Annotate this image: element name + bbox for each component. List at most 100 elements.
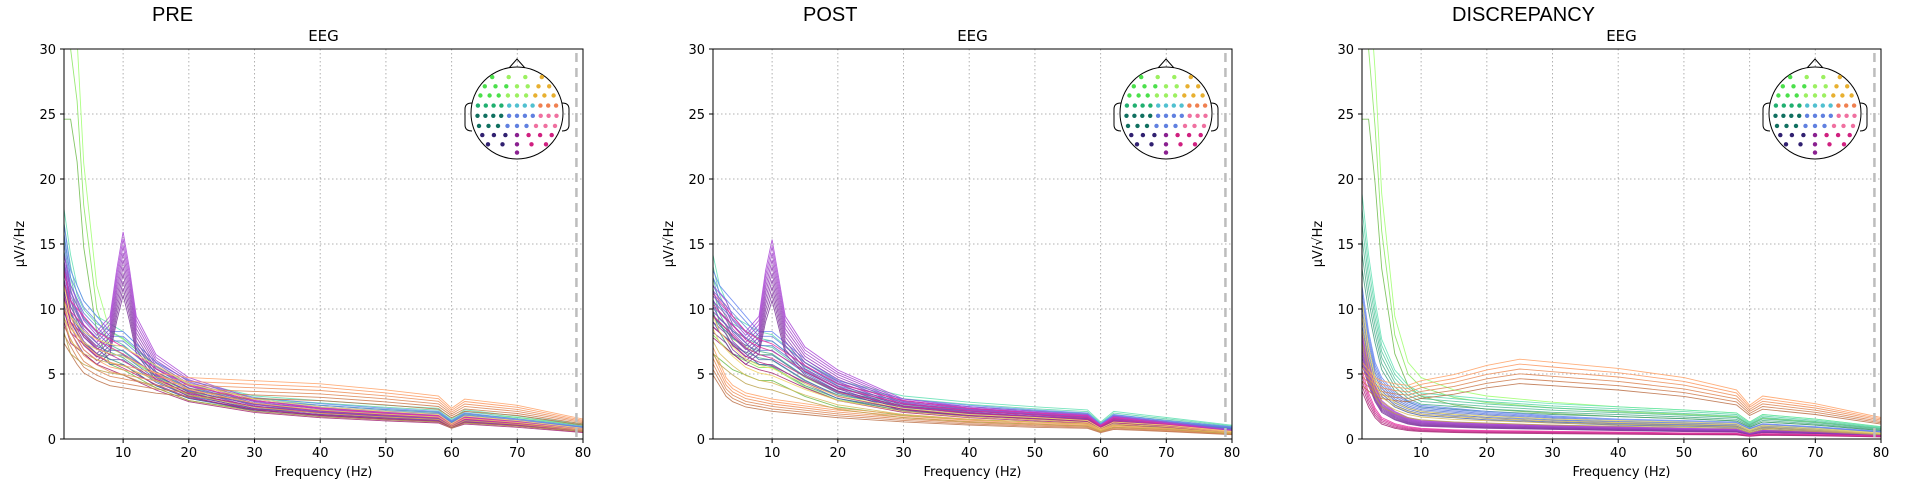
y-tick-label: 0 xyxy=(1346,433,1354,448)
y-axis-label: µV/√Hz xyxy=(1311,221,1326,268)
sensor-dot xyxy=(1171,113,1177,119)
series-line xyxy=(713,353,1232,435)
x-tick-label: 40 xyxy=(1610,446,1627,461)
sensor-dot xyxy=(1182,93,1187,98)
sensor-dot xyxy=(1836,103,1841,108)
sensor-dot xyxy=(533,93,538,98)
sensor-dot xyxy=(1155,113,1161,119)
series-line xyxy=(1362,328,1881,435)
sensor-dot xyxy=(476,123,482,129)
series-line xyxy=(64,332,583,432)
y-tick-label: 20 xyxy=(39,173,56,188)
sensor-dot xyxy=(1145,93,1150,98)
x-tick-label: 50 xyxy=(378,446,395,461)
sensor-dot xyxy=(1203,113,1208,119)
sensor-dot xyxy=(499,113,504,119)
x-tick-label: 20 xyxy=(1479,446,1496,461)
series-line xyxy=(1362,383,1881,425)
sensor-dot xyxy=(1163,103,1169,108)
series-line xyxy=(64,316,583,431)
y-axis-label: µV/√Hz xyxy=(13,221,28,268)
ear-right-icon xyxy=(1859,102,1868,132)
sensor-dot xyxy=(1836,113,1841,119)
sensor-dot xyxy=(514,142,520,147)
sensor-dot xyxy=(1175,132,1180,138)
sensor-dot xyxy=(1148,113,1153,119)
sensor-dot xyxy=(1148,103,1153,108)
sensor-dot xyxy=(1163,84,1169,89)
series-lines xyxy=(64,49,583,434)
sensor-dot xyxy=(1134,142,1140,147)
sensor-dot xyxy=(536,84,541,89)
sensor-dot xyxy=(1198,132,1203,138)
sensor-dot xyxy=(529,142,534,147)
sensor-dot xyxy=(1136,93,1141,98)
sensor-dot xyxy=(1155,74,1160,80)
sensor-dot xyxy=(500,142,505,147)
sensor-dot xyxy=(1140,113,1145,119)
nose-icon xyxy=(508,58,526,69)
sensor-dot xyxy=(1178,142,1183,147)
x-axis-label: Frequency (Hz) xyxy=(1572,465,1670,480)
y-tick-label: 15 xyxy=(39,238,56,253)
sensor-dot xyxy=(1822,123,1827,129)
x-tick-label: 80 xyxy=(1873,446,1890,461)
x-tick-label: 40 xyxy=(961,446,978,461)
series-line xyxy=(713,277,1232,428)
sensor-dot xyxy=(1794,93,1799,98)
y-tick-label: 5 xyxy=(1346,368,1354,383)
ear-right-icon xyxy=(561,102,570,132)
y-axis-label: µV/√Hz xyxy=(662,221,677,268)
sensor-dot xyxy=(546,113,551,119)
sensor-dot xyxy=(1797,103,1802,108)
sensor-dot xyxy=(1163,142,1169,147)
series-line xyxy=(713,316,1232,432)
sensor-dot xyxy=(514,103,520,108)
series-line xyxy=(1362,238,1881,430)
sensor-dot xyxy=(1812,142,1818,147)
sensor-dot xyxy=(1200,93,1205,98)
sensor-dot xyxy=(1144,123,1150,129)
sensor-dot xyxy=(530,113,535,119)
axes-title: EEG xyxy=(308,27,339,45)
sensor-dot xyxy=(1831,123,1837,129)
y-tick-label: 5 xyxy=(697,368,705,383)
x-axis-label: Frequency (Hz) xyxy=(274,465,372,480)
sensor-dot xyxy=(1163,93,1169,98)
sensor-dot xyxy=(1132,113,1137,119)
sensor-dot xyxy=(1803,123,1808,129)
sensor-dot xyxy=(491,113,496,119)
sensor-dot xyxy=(1812,132,1818,138)
sensor-dot xyxy=(1153,84,1158,89)
series-line xyxy=(64,252,583,429)
panel-pre: PRE EEG 10 20 30 40 50 60 70 80 0 5 10 15 20 25 30 Freque… xyxy=(13,4,592,480)
sensor-dot xyxy=(1812,113,1818,119)
sensor-dot xyxy=(514,93,520,98)
sensor-dot xyxy=(538,103,543,108)
series-line xyxy=(64,259,583,431)
sensor-dot xyxy=(1847,132,1852,138)
x-tick-label: 80 xyxy=(575,446,592,461)
sensor-dot xyxy=(547,84,552,89)
sensor-dot xyxy=(539,74,544,80)
sensor-dot xyxy=(1196,84,1201,89)
panel-suptitle: POST xyxy=(803,4,857,26)
sensor-dot xyxy=(1803,93,1809,98)
sensor-dot xyxy=(1139,74,1144,80)
sensor-dot xyxy=(1135,123,1140,129)
sensor-dot xyxy=(1835,132,1841,138)
sensor-dot xyxy=(551,93,556,98)
y-tick-label: 0 xyxy=(48,433,56,448)
x-tick-label: 40 xyxy=(312,446,329,461)
sensor-dot xyxy=(522,113,528,119)
sensor-dot xyxy=(1192,142,1198,147)
sensor-dot xyxy=(483,113,488,119)
series-line xyxy=(1362,223,1881,429)
sensor-dot xyxy=(505,123,510,129)
series-line xyxy=(64,224,583,428)
sensor-dot xyxy=(1188,74,1194,80)
sensor-dot xyxy=(1789,132,1795,138)
series-line xyxy=(64,309,583,421)
sensor-dot xyxy=(1154,123,1159,129)
sensor-dot xyxy=(1781,113,1786,119)
